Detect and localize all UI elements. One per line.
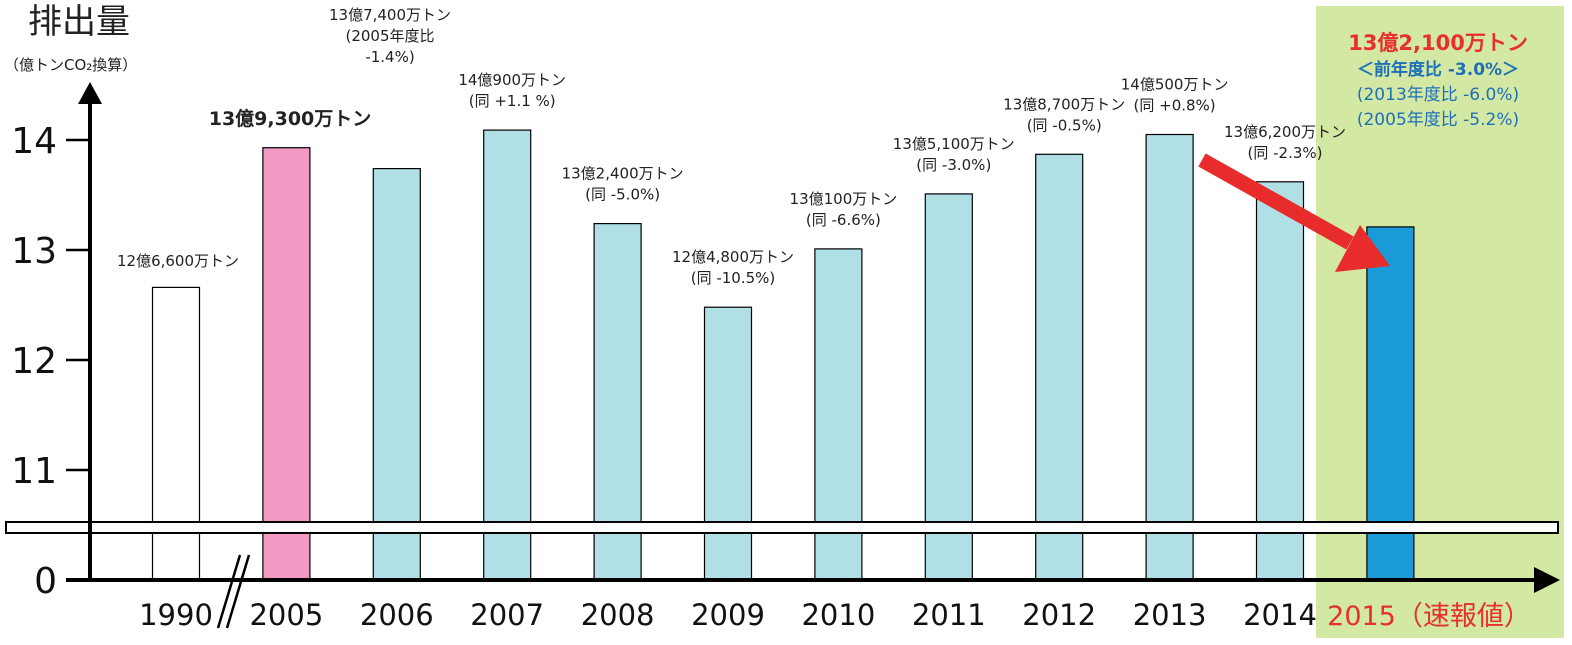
bar-value-label: 12億4,800万トン [672,248,794,266]
bar-value-label: (同 -6.6%) [806,211,881,229]
x-tick-label: 2010 [801,598,875,632]
x-axis-arrow [1534,567,1560,593]
bar-value-label: 13億2,100万トン [1348,31,1528,55]
bar-value-label: (同 -0.5%) [1027,116,1102,134]
axis-break-band [5,521,1559,534]
y-tick-label: 14 [11,121,57,162]
x-tick-label: 2005 [249,598,323,632]
bar-1990 [151,286,201,580]
x-tick-label: 2009 [691,598,765,632]
bar-value-label: 13億9,300万トン [209,107,372,130]
x-tick-label: 2011 [912,598,986,632]
bar-value-label: 14億900万トン [458,71,566,89]
y-axis-label: 排出量 [28,2,130,42]
bar-2007 [483,129,532,580]
bar-value-label: (同 -10.5%) [691,269,776,287]
bar-value-label: ＜前年度比 -3.0%＞ [1357,59,1519,80]
bar-value-label: 13億7,400万トン [329,6,451,24]
x-axis-break-mark [216,554,242,629]
x-tick-label: 2014 [1243,598,1317,632]
bar-2006 [372,168,421,580]
bar-value-label: (2005年度比 -5.2%) [1357,110,1519,130]
x-tick-label: 2007 [470,598,544,632]
y-tick-label: 11 [11,451,57,492]
bar-value-label: 13億100万トン [790,190,898,208]
bar-value-label: 13億6,200万トン [1224,123,1346,141]
bar-value-label: (2013年度比 -6.0%) [1357,85,1519,105]
bar-value-label: (同 -5.0%) [585,186,660,204]
x-tick-label: 2013 [1133,598,1207,632]
y-axis-unit-label: （億トンCO₂換算） [4,56,137,74]
y-tick-label: 0 [34,561,57,602]
bar-value-label: 13億8,700万トン [1003,95,1125,113]
bar-2008 [593,223,642,580]
bar-value-label: 13億5,100万トン [893,135,1015,153]
bar-value-label: 14億500万トン [1121,76,1229,94]
x-tick-label: 2006 [360,598,434,632]
bar-value-label: (同 -3.0%) [916,156,991,174]
x-tick-label: 2008 [581,598,655,632]
x-tick-label: 1990 [139,598,213,632]
bar-value-label: -1.4%) [365,48,414,66]
bar-value-label: 12億6,600万トン [117,252,239,270]
bar-value-label: 13億2,400万トン [562,165,684,183]
bar-2011 [924,193,973,580]
bar-2013 [1145,133,1194,580]
y-axis-arrow [78,82,102,104]
bar-2009 [703,306,753,580]
bar-2005 [262,147,311,580]
y-tick-label: 13 [11,231,57,272]
bar-value-label: (同 +0.8%) [1134,97,1216,115]
bar-value-label: (2005年度比 [345,27,434,45]
x-tick-label: 2012 [1022,598,1096,632]
decrease-arrow [1198,153,1390,272]
x-axis-break-mark [225,554,251,629]
bar-2014 [1255,181,1305,580]
x-tick-label: 2015（速報値） [1327,601,1531,632]
y-tick-label: 12 [11,341,57,382]
bar-value-label: (同 +1.1 %) [469,92,556,110]
bar-2012 [1035,153,1084,580]
bar-value-label: (同 -2.3%) [1248,144,1323,162]
